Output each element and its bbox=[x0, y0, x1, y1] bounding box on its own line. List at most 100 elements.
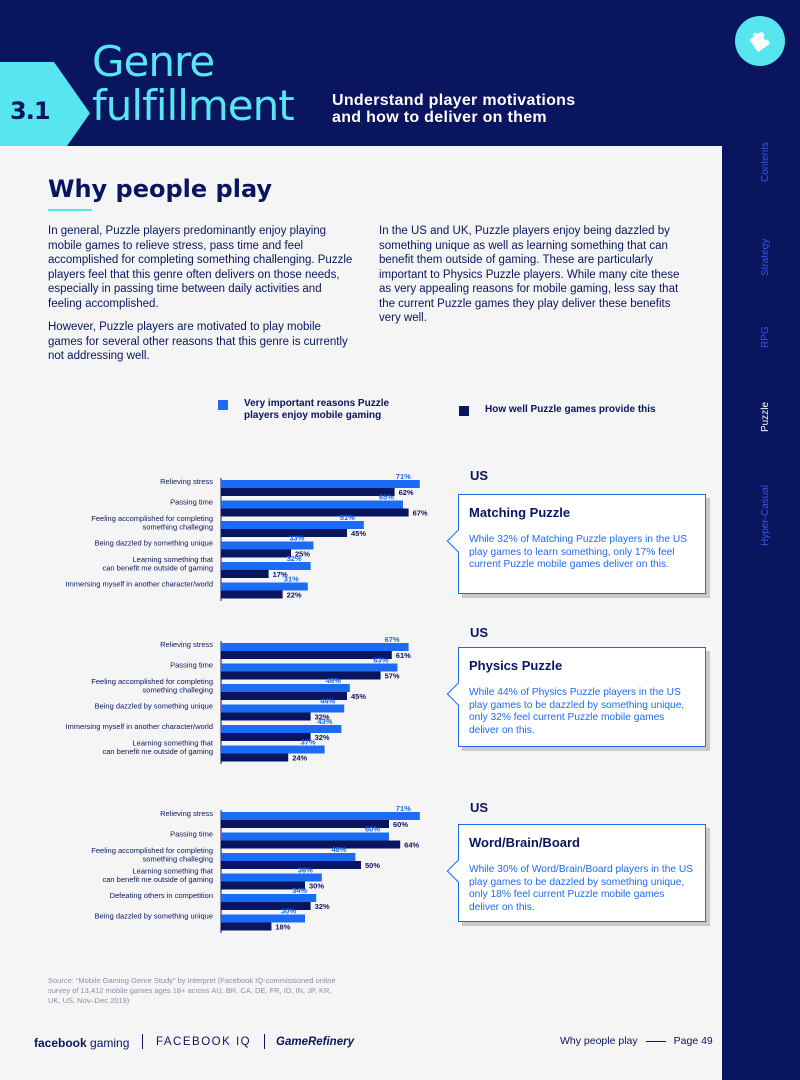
data-label-series-a: 48% bbox=[331, 845, 346, 854]
callout-text: While 44% of Physics Puzzle players in t… bbox=[469, 687, 685, 736]
bar-series-a bbox=[221, 873, 322, 882]
logo-facebook-text: facebook bbox=[34, 1036, 87, 1050]
section-number: 3.1 bbox=[10, 97, 51, 125]
content-card bbox=[0, 146, 722, 1080]
legend-series-a: Very important reasons Puzzle players en… bbox=[218, 398, 418, 422]
data-label-series-a: 36% bbox=[298, 866, 313, 875]
region-label-2: US bbox=[470, 625, 489, 640]
data-label-series-b: 25% bbox=[295, 550, 310, 559]
data-label-series-b: 50% bbox=[365, 861, 380, 870]
bar-series-a bbox=[221, 894, 317, 902]
chart-matching-puzzle: Relieving stress 71% 62% Passing time 65% 67%… bbox=[65, 472, 428, 601]
data-label-series-a: 46% bbox=[326, 676, 341, 685]
legend-swatch-b bbox=[459, 406, 469, 416]
data-label-series-b: 18% bbox=[275, 923, 290, 932]
data-label-series-a: 63% bbox=[373, 656, 388, 665]
bar-series-a bbox=[221, 562, 311, 570]
title-line-1: Genre bbox=[92, 37, 215, 86]
bar-series-b bbox=[221, 529, 347, 537]
data-label-series-a: 65% bbox=[379, 493, 394, 502]
footer-section: Why people play bbox=[560, 1035, 638, 1047]
side-nav-rpg[interactable]: RPG bbox=[760, 326, 771, 348]
data-label-series-b: 32% bbox=[315, 713, 330, 722]
intro-paragraph-1: In general, Puzzle players predominantly… bbox=[48, 225, 353, 310]
category-label: Relieving stress bbox=[160, 640, 213, 649]
page-header-subtitle: Understand player motivations and how to… bbox=[332, 92, 575, 126]
bar-series-a bbox=[221, 914, 305, 923]
data-label-series-a: 60% bbox=[365, 825, 380, 834]
side-nav-hyper-casual[interactable]: Hyper-Casual bbox=[760, 484, 771, 546]
facebook-iq-logo: FACEBOOK IQ bbox=[156, 1036, 252, 1048]
bar-series-b bbox=[221, 753, 289, 762]
bar-series-a bbox=[221, 725, 342, 733]
region-label-3: US bbox=[470, 800, 489, 815]
data-label-series-b: 67% bbox=[413, 509, 428, 518]
callout-text: While 32% of Matching Puzzle players in … bbox=[469, 534, 688, 571]
title-underline bbox=[48, 209, 92, 211]
bar-series-b bbox=[221, 922, 272, 931]
bar-series-b bbox=[221, 651, 392, 659]
puzzle-icon bbox=[735, 16, 785, 66]
bar-series-a bbox=[221, 541, 314, 550]
data-label-series-b: 32% bbox=[315, 902, 330, 911]
category-label: Being dazzled by something unique bbox=[95, 702, 213, 711]
category-label: Immersing myself in another character/wo… bbox=[65, 580, 213, 589]
data-label-series-a: 43% bbox=[317, 717, 332, 726]
footer-divider bbox=[142, 1034, 143, 1049]
category-label: Passing time bbox=[170, 830, 213, 839]
bar-series-a bbox=[221, 480, 420, 488]
data-label-series-b: 17% bbox=[273, 570, 288, 579]
category-label: Feeling accomplished for completing somet… bbox=[91, 514, 213, 532]
bar-series-b bbox=[221, 733, 311, 741]
footer-divider bbox=[264, 1034, 265, 1049]
bar-series-a bbox=[221, 812, 420, 820]
bar-series-b bbox=[221, 820, 389, 828]
data-label-series-a: 71% bbox=[396, 472, 411, 481]
data-label-series-a: 31% bbox=[284, 575, 299, 584]
data-label-series-b: 45% bbox=[351, 692, 366, 701]
data-label-series-a: 44% bbox=[320, 697, 335, 706]
bar-series-b bbox=[221, 570, 269, 578]
bar-series-a bbox=[221, 582, 308, 591]
bar-series-b bbox=[221, 902, 311, 910]
category-label: Being dazzled by something unique bbox=[95, 539, 213, 548]
category-label: Relieving stress bbox=[160, 809, 213, 818]
callout-title: Physics Puzzle bbox=[469, 658, 563, 673]
category-label: Passing time bbox=[170, 498, 213, 507]
data-label-series-b: 57% bbox=[385, 672, 400, 681]
intro-paragraph-2: However, Puzzle players are motivated to… bbox=[48, 321, 348, 362]
data-label-series-b: 60% bbox=[393, 820, 408, 829]
region-label-1: US bbox=[470, 468, 489, 483]
bar-series-a bbox=[221, 853, 356, 861]
callout-word-brain-board: Word/Brain/Board While 30% of Word/Brain… bbox=[446, 824, 706, 922]
data-label-series-a: 34% bbox=[292, 886, 307, 895]
data-label-series-a: 51% bbox=[340, 513, 355, 522]
data-label-series-b: 61% bbox=[396, 651, 411, 660]
chart-physics-puzzle: Relieving stress 67% 61% Passing time 63% 57%… bbox=[65, 635, 411, 764]
callout-physics-puzzle: Physics Puzzle While 44% of Physics Puzz… bbox=[446, 647, 706, 747]
side-nav-puzzle[interactable]: Puzzle bbox=[760, 401, 771, 432]
title-line-2: fulfillment bbox=[92, 81, 295, 130]
category-label: Learning something that can benefit me ou… bbox=[103, 867, 214, 885]
side-nav-contents[interactable]: Contents bbox=[760, 141, 771, 182]
category-label: Feeling accomplished for completing somet… bbox=[91, 677, 213, 695]
intro-paragraph-3: In the US and UK, Puzzle players enjoy b… bbox=[379, 225, 680, 324]
bar-series-b bbox=[221, 692, 347, 700]
data-label-series-b: 22% bbox=[287, 591, 302, 600]
callout-title: Matching Puzzle bbox=[469, 505, 571, 520]
category-label: Feeling accomplished for completing somet… bbox=[91, 846, 213, 864]
bar-series-a bbox=[221, 684, 350, 692]
bar-series-b bbox=[221, 671, 381, 680]
bar-series-b bbox=[221, 488, 395, 496]
category-label: Defeating others in competition bbox=[110, 891, 213, 900]
callout-text: While 30% of Word/Brain/Board players in… bbox=[469, 864, 694, 913]
bar-series-a bbox=[221, 521, 364, 529]
data-label-series-a: 37% bbox=[301, 738, 316, 747]
side-nav: Contents Strategy RPG Puzzle Hyper-Casua… bbox=[740, 120, 790, 560]
data-label-series-b: 62% bbox=[399, 488, 414, 497]
bar-series-b bbox=[221, 712, 311, 721]
bar-series-a bbox=[221, 745, 325, 754]
footer-page-info: Why people play Page 49 bbox=[560, 1035, 713, 1047]
side-nav-strategy[interactable]: Strategy bbox=[760, 238, 771, 276]
page-title: Why people play bbox=[48, 175, 273, 203]
